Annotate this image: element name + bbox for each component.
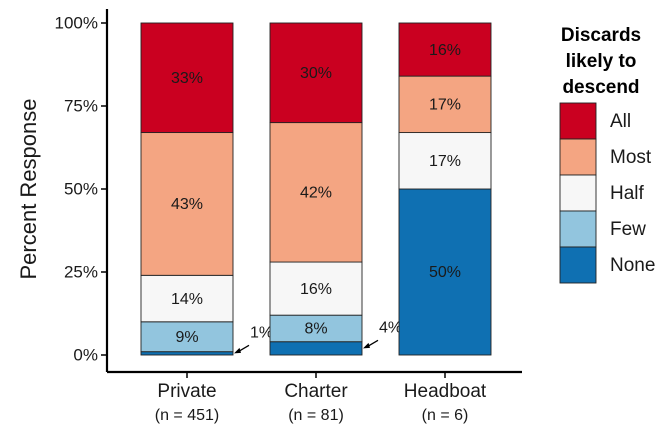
annotation-arrow-head <box>363 342 370 349</box>
data-label: 50% <box>429 264 461 281</box>
data-label: 33% <box>171 70 203 87</box>
bar-segment-most <box>140 132 234 276</box>
bar-segment-all <box>398 22 492 77</box>
data-label: 14% <box>171 291 203 308</box>
bar-segment-most <box>398 75 492 134</box>
data-label: 43% <box>171 196 203 213</box>
data-label: 9% <box>175 329 198 346</box>
y-tick-label: 0% <box>73 345 98 364</box>
legend-label: None <box>610 255 655 276</box>
bar-segment-none <box>269 341 363 356</box>
data-label: 4% <box>379 320 402 337</box>
legend-key-none <box>559 246 597 284</box>
bar-segment-none <box>140 351 234 356</box>
bar-segment-most <box>269 122 363 263</box>
legend-label: Few <box>610 219 646 240</box>
y-tick-label: 25% <box>64 262 98 281</box>
x-tick-label: Private <box>157 381 216 402</box>
data-label: 16% <box>429 42 461 59</box>
legend-key-most <box>559 138 597 176</box>
bar-segment-all <box>140 22 234 134</box>
legend-title: descend <box>562 77 639 98</box>
y-axis-title: Percent Response <box>16 99 41 280</box>
data-label: 42% <box>300 185 332 202</box>
bar-segment-none <box>398 188 492 356</box>
y-tick-label: 50% <box>64 179 98 198</box>
bar-segment-half <box>398 132 492 190</box>
y-tick-label: 75% <box>64 96 98 115</box>
data-label: 16% <box>300 281 332 298</box>
sample-size-label: (n = 451) <box>155 407 219 424</box>
data-label: 17% <box>429 153 461 170</box>
data-label: 17% <box>429 97 461 114</box>
sample-size-label: (n = 6) <box>422 407 469 424</box>
legend-label: All <box>610 111 631 132</box>
x-tick-label: Headboat <box>404 381 487 402</box>
data-label: 30% <box>300 65 332 82</box>
bar-segment-few <box>269 314 363 343</box>
legend-label: Most <box>610 147 652 168</box>
legend-key-all <box>559 102 597 140</box>
sample-size-label: (n = 81) <box>288 407 344 424</box>
data-label: 1% <box>250 325 273 342</box>
legend-title: Discards <box>561 25 641 46</box>
bar-segment-all <box>269 22 363 124</box>
legend-key-half <box>559 174 597 212</box>
data-label: 8% <box>304 321 327 338</box>
annotation-arrow-head <box>234 347 241 354</box>
bar-segment-half <box>140 274 234 323</box>
legend-label: Half <box>610 183 645 204</box>
x-tick-label: Charter <box>284 381 348 402</box>
legend-title: likely to <box>566 51 637 72</box>
legend-key-few <box>559 210 597 248</box>
y-tick-label: 100% <box>55 13 98 32</box>
